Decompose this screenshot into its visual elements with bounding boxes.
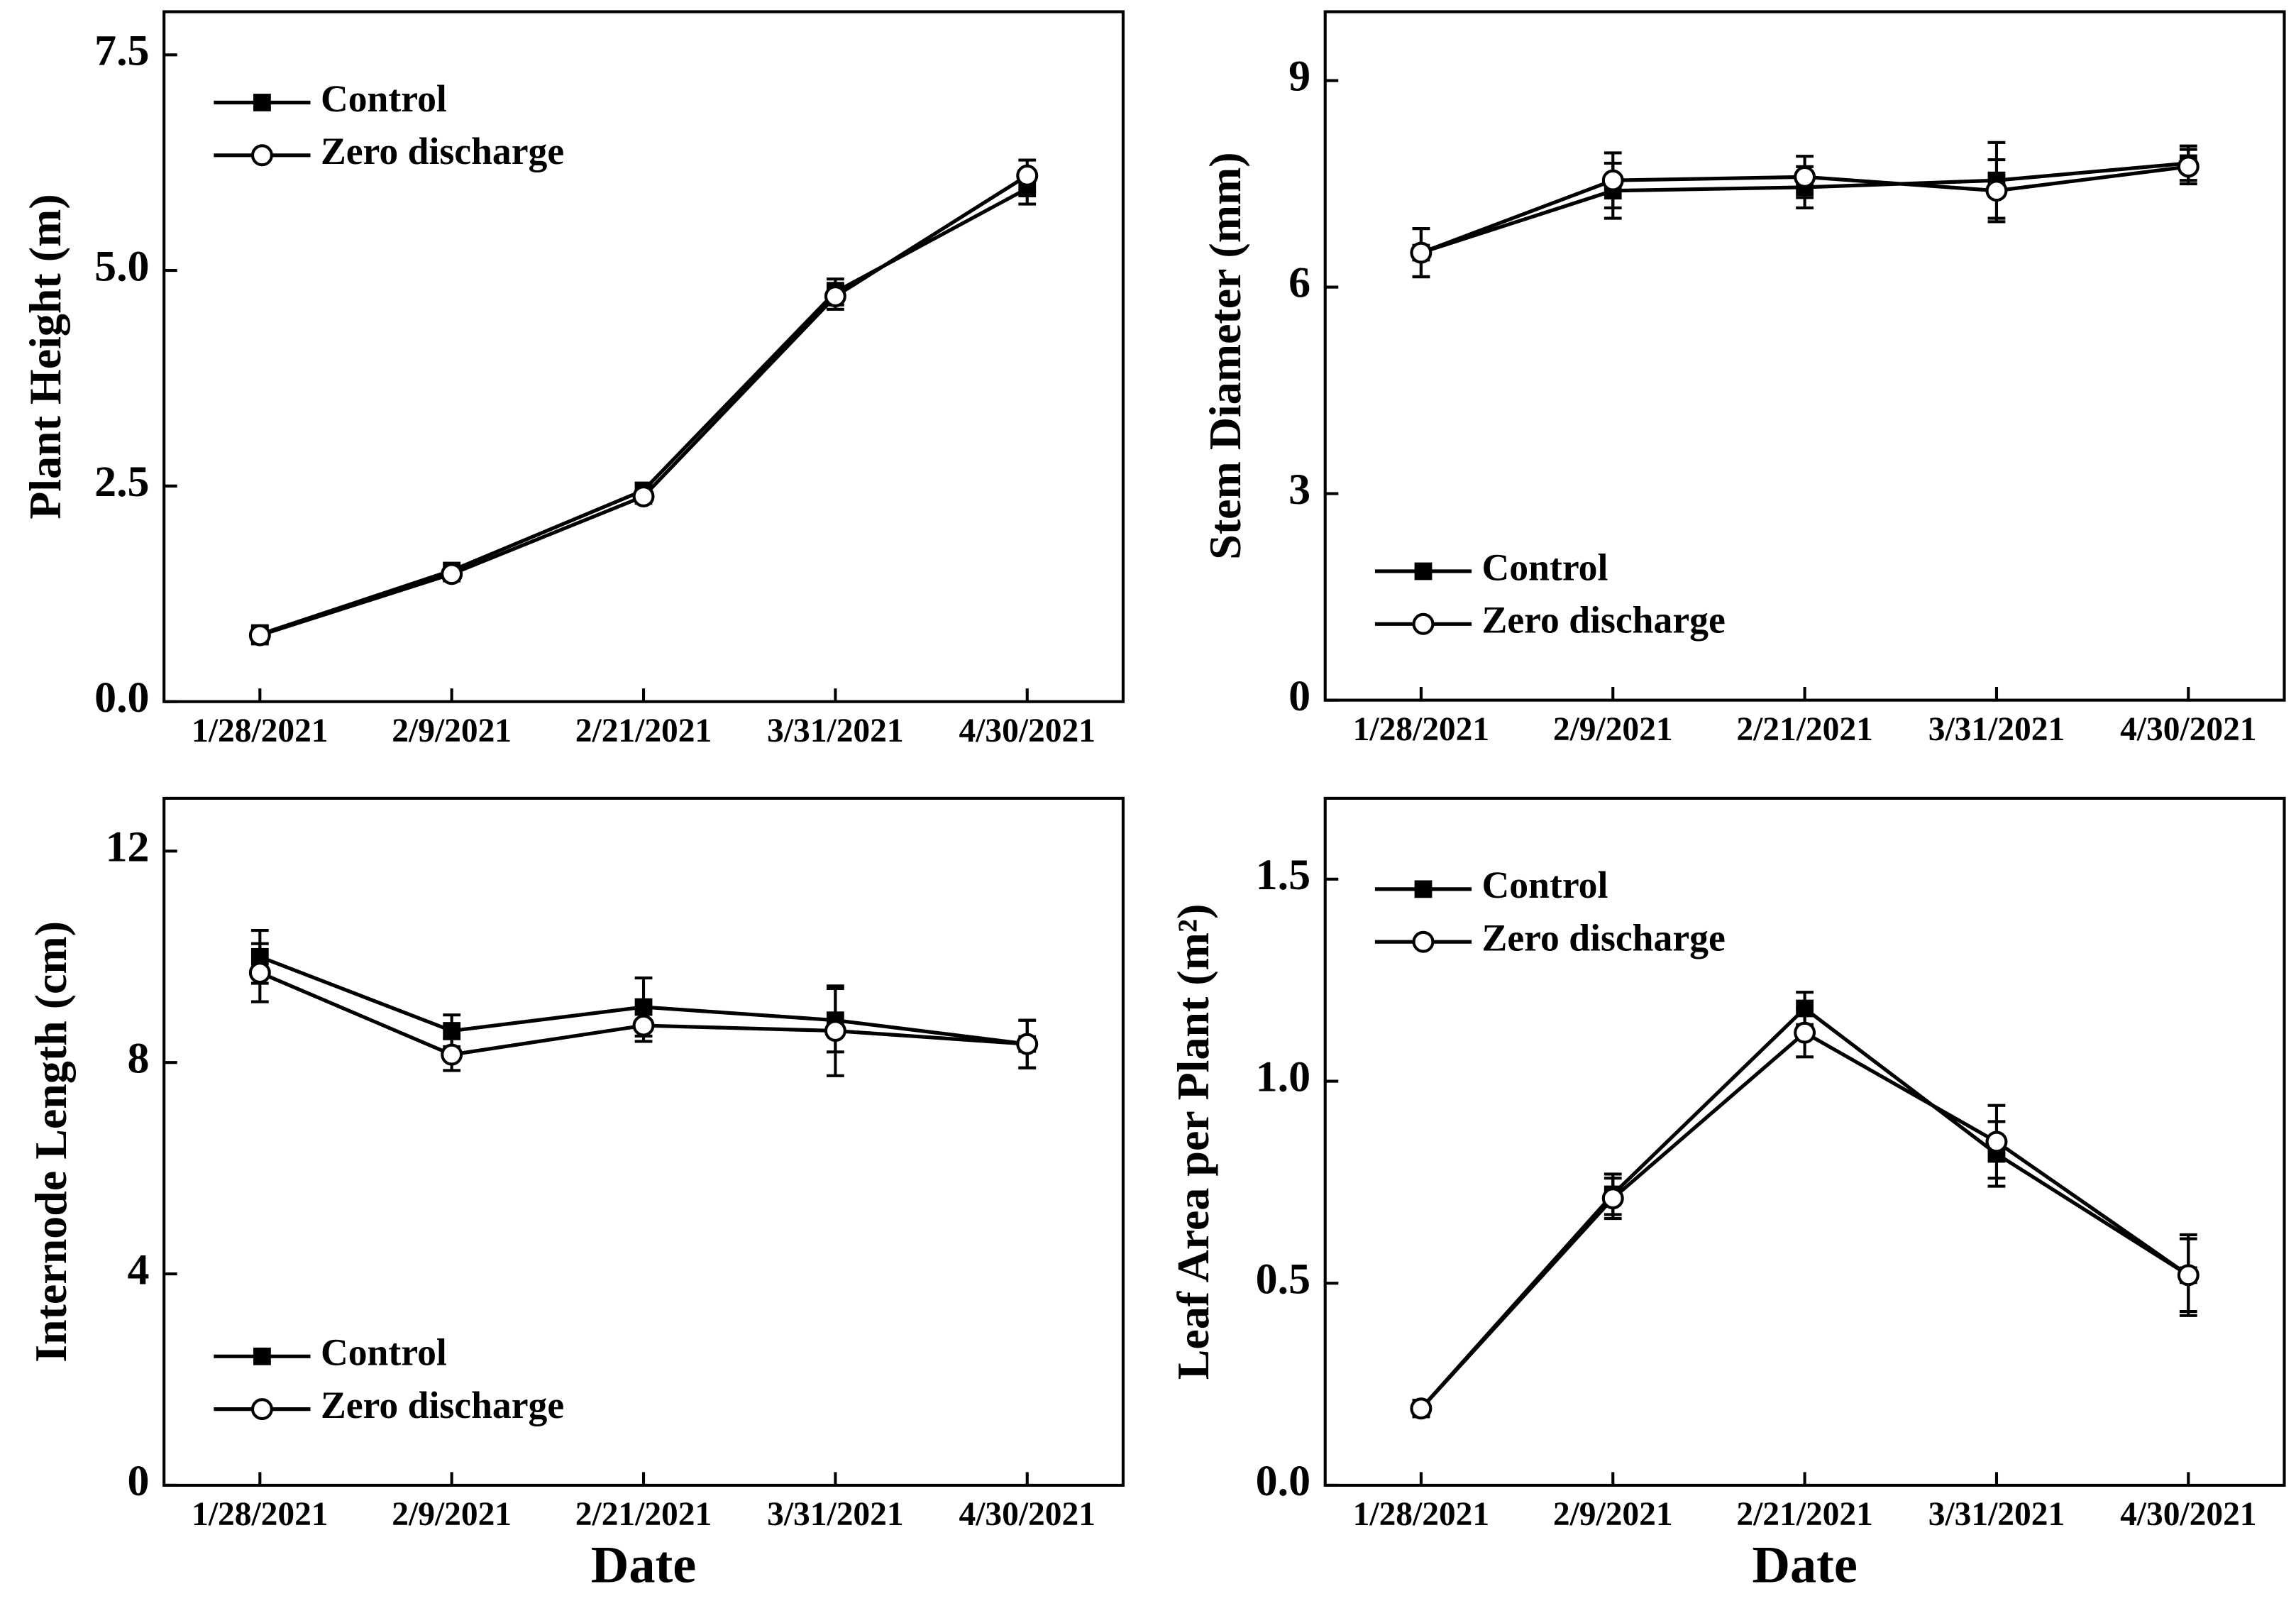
- chart-panel: 0.0 0.5 1.0 1.5 1/28/2021 2/9/2021 2/21/2021 3/…: [1168, 796, 2286, 1595]
- plot-frame: [1323, 10, 2286, 702]
- x-tick-label: 4/30/2021: [959, 713, 1095, 749]
- marker-square: [443, 1022, 461, 1040]
- series-line: [1419, 1006, 2190, 1410]
- marker-circle: [824, 1020, 846, 1042]
- marker-circle: [1601, 1187, 1624, 1210]
- marker-square: [253, 1347, 271, 1365]
- x-tick-label: 2/21/2021: [575, 1496, 712, 1533]
- x-tick-label: 3/31/2021: [1928, 1496, 2065, 1533]
- y-tick-label: 2.5: [94, 458, 149, 506]
- x-axis-label: Date: [1752, 1536, 1858, 1595]
- marker-circle: [1794, 165, 1816, 188]
- x-tick-label: 2/21/2021: [575, 713, 712, 749]
- legend: Control Zero discharge: [214, 1331, 564, 1426]
- x-tick-label: 1/28/2021: [1353, 711, 1489, 748]
- legend-label: Zero discharge: [1482, 916, 1726, 959]
- x-axis-label: Date: [591, 1536, 697, 1595]
- y-tick-label: 1.0: [1256, 1053, 1310, 1101]
- x-tick-label: 4/30/2021: [2120, 711, 2256, 748]
- marker-circle: [1794, 1021, 1816, 1044]
- y-tick-label: 7.5: [94, 26, 149, 75]
- y-tick-label: 5.0: [94, 242, 149, 290]
- chart-panel: 0 3 6 9 1/28/2021 2/9/2021 2/21/2021 3/31/2021 4…: [1200, 10, 2286, 748]
- y-axis-label: Internode Length (cm): [26, 921, 76, 1363]
- marker-circle: [2177, 155, 2200, 178]
- marker-circle: [1985, 180, 2008, 202]
- legend-label: Control: [1482, 864, 1608, 906]
- legend-label: Zero discharge: [321, 1384, 564, 1426]
- y-tick-label: 0.5: [1256, 1255, 1310, 1303]
- marker-circle: [1601, 169, 1624, 192]
- marker-circle: [1016, 1033, 1039, 1055]
- x-tick-label: 1/28/2021: [1353, 1496, 1489, 1533]
- plot-frame: [162, 10, 1125, 703]
- marker-circle: [1985, 1130, 2008, 1153]
- plot-frame: [162, 796, 1125, 1487]
- marker-square: [253, 94, 271, 111]
- marker-square: [1414, 562, 1433, 581]
- marker-circle: [1410, 241, 1433, 264]
- marker-circle: [1016, 164, 1039, 187]
- x-tick-label: 2/9/2021: [1553, 711, 1673, 748]
- x-tick-label: 2/21/2021: [1736, 711, 1872, 748]
- plot-frame: [1323, 796, 2286, 1487]
- x-tick-label: 2/21/2021: [1736, 1496, 1872, 1533]
- x-tick-label: 2/9/2021: [392, 713, 512, 749]
- series-line: [259, 187, 1028, 637]
- x-tick-label: 3/31/2021: [767, 1496, 903, 1533]
- legend: Control Zero discharge: [214, 77, 564, 172]
- y-tick-label: 4: [128, 1245, 150, 1294]
- legend-label: Control: [321, 1331, 447, 1374]
- marker-circle: [824, 285, 846, 308]
- chart-panel: 0.0 2.5 5.0 7.5 1/28/2021 2/9/2021 2/21/2021 3/…: [20, 10, 1125, 749]
- y-tick-label: 12: [106, 823, 150, 871]
- marker-circle: [441, 563, 463, 585]
- legend: Control Zero discharge: [1374, 864, 1726, 959]
- y-tick-label: 0.0: [1256, 1457, 1310, 1505]
- marker-circle: [248, 624, 271, 647]
- x-tick-label: 2/9/2021: [1553, 1496, 1673, 1533]
- marker-circle: [441, 1043, 463, 1066]
- x-tick-label: 3/31/2021: [1928, 711, 2065, 748]
- marker-circle: [1412, 930, 1435, 953]
- legend-label: Zero discharge: [1482, 599, 1726, 642]
- y-tick-label: 9: [1288, 53, 1310, 101]
- marker-circle: [632, 1014, 655, 1037]
- y-tick-label: 1.5: [1256, 851, 1310, 899]
- marker-circle: [250, 1398, 273, 1421]
- y-tick-label: 8: [128, 1034, 150, 1082]
- marker-circle: [250, 144, 273, 167]
- y-tick-label: 0: [128, 1457, 150, 1505]
- series-line: [259, 174, 1029, 637]
- x-tick-label: 4/30/2021: [2120, 1496, 2256, 1533]
- x-tick-label: 1/28/2021: [192, 713, 328, 749]
- x-tick-label: 2/9/2021: [392, 1496, 512, 1533]
- marker-square: [1414, 880, 1433, 898]
- legend-label: Control: [1482, 546, 1608, 588]
- y-tick-label: 6: [1288, 259, 1310, 307]
- marker-circle: [248, 962, 271, 984]
- y-axis-label: Stem Diameter (mm): [1200, 152, 1250, 559]
- marker-circle: [1412, 612, 1435, 635]
- marker-circle: [2177, 1264, 2200, 1287]
- marker-circle: [632, 485, 655, 507]
- y-tick-label: 0.0: [94, 673, 149, 722]
- marker-circle: [1410, 1397, 1433, 1420]
- y-axis-label: Plant Height (m): [20, 194, 70, 519]
- series-line: [1419, 1030, 2190, 1410]
- x-tick-label: 1/28/2021: [192, 1496, 328, 1533]
- y-tick-label: 3: [1288, 466, 1310, 514]
- chart-panel: 0 4 8 12 1/28/2021 2/9/2021 2/21/2021 3/31/2021…: [26, 796, 1125, 1595]
- y-axis-label: Leaf Area per Plant (m²): [1168, 904, 1218, 1380]
- y-tick-label: 0: [1288, 672, 1310, 720]
- legend-label: Zero discharge: [321, 130, 564, 172]
- legend: Control Zero discharge: [1374, 546, 1726, 642]
- x-tick-label: 3/31/2021: [767, 713, 903, 749]
- legend-label: Control: [321, 77, 447, 120]
- x-tick-label: 4/30/2021: [959, 1496, 1095, 1533]
